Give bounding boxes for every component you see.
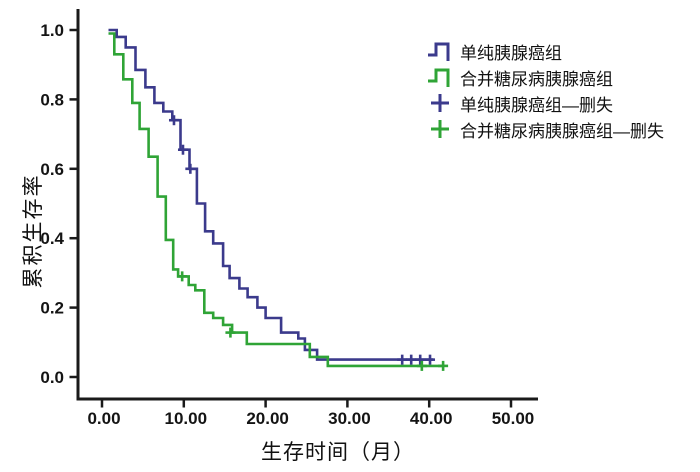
x-tick-label: 40.00 [410,409,453,428]
y-tick-label: 0.0 [40,368,64,387]
y-axis-title: 累积生存率 [22,173,45,289]
legend-item-solo-group: 单纯胰腺癌组 [427,38,664,64]
x-tick-label: 10.00 [165,409,208,428]
step-line-icon [427,39,457,63]
x-tick-label: 0.00 [87,409,120,428]
y-tick-label: 1.0 [40,21,64,40]
legend-item-solo-group-censored: 单纯胰腺癌组—删失 [427,90,664,116]
km-curve-diabetes-group [108,32,444,368]
step-line-icon [427,65,457,89]
x-tick-label: 30.00 [328,409,371,428]
legend-item-diabetes-group: 合并糖尿病胰腺癌组 [427,64,664,90]
legend-label: 单纯胰腺癌组—删失 [460,95,613,115]
km-curve-solo-group [108,28,434,361]
x-axis-title: 生存时间（月） [261,441,415,464]
y-tick-label: 0.6 [40,160,64,179]
y-tick-label: 0.2 [40,299,64,318]
x-tick-label: 50.00 [492,409,535,428]
legend-item-diabetes-group-censored: 合并糖尿病胰腺癌组—删失 [427,116,664,142]
x-tick-label: 20.00 [246,409,289,428]
legend-label: 合并糖尿病胰腺癌组 [460,69,613,89]
legend: 单纯胰腺癌组 合并糖尿病胰腺癌组 单纯胰腺癌组—删失 合并糖尿病胰腺癌组—删失 [427,38,664,142]
plus-censor-icon [427,117,457,141]
y-tick-label: 0.8 [40,90,64,109]
legend-label: 单纯胰腺癌组 [460,43,562,63]
y-tick-label: 0.4 [40,229,64,248]
legend-label: 合并糖尿病胰腺癌组—删失 [460,121,664,141]
plus-censor-icon [427,91,457,115]
